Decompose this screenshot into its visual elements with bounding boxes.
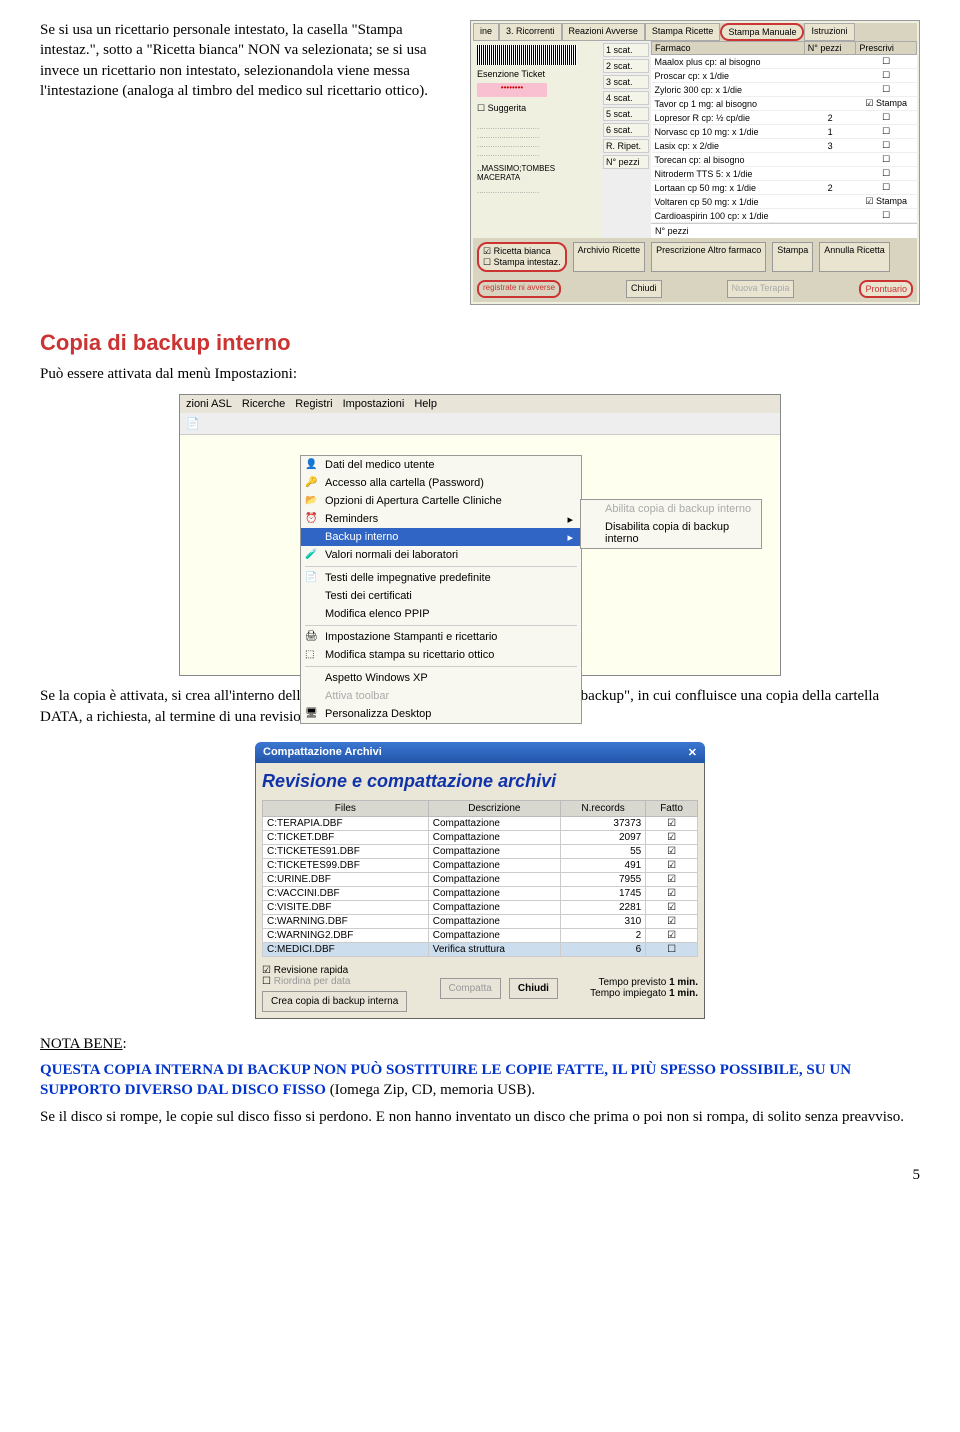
dialog-title: Compattazione Archivi (263, 746, 382, 759)
note-warning: QUESTA COPIA INTERNA DI BACKUP NON PUÒ S… (40, 1060, 920, 1101)
tab-stampa-manuale[interactable]: Stampa Manuale (720, 23, 804, 41)
esenzione-label: Esenzione Ticket (477, 69, 597, 79)
tab-reazioni-avverse[interactable]: Reazioni Avverse (562, 23, 645, 41)
scat-button[interactable]: N° pezzi (603, 155, 649, 169)
doctor-footer: ..MASSIMO;TOMBES MACERATA (477, 164, 597, 182)
archivio-ricette-button[interactable]: Archivio Ricette (573, 242, 646, 272)
section-intro: Può essere attivata dal menù Impostazion… (40, 364, 920, 384)
close-icon[interactable]: ✕ (688, 746, 697, 759)
archive-row: C:WARNING2.DBFCompattazione2☑ (263, 928, 698, 942)
page-number: 5 (40, 1167, 920, 1184)
menu-item[interactable]: Backup interno▸ (301, 528, 581, 546)
chiudi-button[interactable]: Chiudi (626, 280, 662, 298)
dialog-heading: Revisione e compattazione archivi (262, 771, 698, 792)
archive-row: C:VACCINI.DBFCompattazione1745☑ (263, 886, 698, 900)
menu-item[interactable]: ⏰Reminders▸ (301, 510, 581, 528)
annulla-ricetta-button[interactable]: Annulla Ricetta (819, 242, 890, 272)
compatta-button[interactable]: Compatta (440, 978, 501, 999)
drug-row[interactable]: Nitroderm TTS 5: x 1/die☐ (652, 167, 917, 181)
menu-item[interactable]: Testi dei certificati (301, 587, 581, 605)
menu-item[interactable]: ⬚Modifica stampa su ricettario ottico (301, 646, 581, 664)
menubar-item[interactable]: Ricerche (242, 398, 285, 410)
scat-button[interactable]: 5 scat. (603, 107, 649, 121)
menu-item[interactable]: Modifica elenco PPIP (301, 605, 581, 623)
tab-istruzioni[interactable]: Istruzioni (804, 23, 854, 41)
drug-row[interactable]: Maalox plus cp: al bisogno☐ (652, 55, 917, 69)
drug-row[interactable]: Zyloric 300 cp: x 1/die☐ (652, 83, 917, 97)
stampa-button[interactable]: Stampa (772, 242, 813, 272)
revisione-checkbox[interactable]: ☑ (262, 965, 274, 976)
scat-button[interactable]: 2 scat. (603, 59, 649, 73)
scat-button[interactable]: R. Ripet. (603, 139, 649, 153)
pink-box: •••••••• (477, 83, 547, 97)
nuova-terapia-button[interactable]: Nuova Terapia (727, 280, 795, 298)
archive-row: C:TERAPIA.DBFCompattazione37373☑ (263, 816, 698, 830)
submenu-item[interactable]: Abilita copia di backup interno (581, 500, 761, 518)
scat-button[interactable]: 6 scat. (603, 123, 649, 137)
drug-row[interactable]: Norvasc cp 10 mg: x 1/die1☐ (652, 125, 917, 139)
submenu-item[interactable]: Disabilita copia di backup interno (581, 518, 761, 548)
archive-row: C:TICKETES91.DBFCompattazione55☑ (263, 844, 698, 858)
menubar-item[interactable]: Impostazioni (343, 398, 405, 410)
scat-button[interactable]: 1 scat. (603, 43, 649, 57)
menu-item[interactable]: 🔑Accesso alla cartella (Password) (301, 474, 581, 492)
archive-row: C:MEDICI.DBFVerifica struttura6☐ (263, 942, 698, 956)
drug-table: FarmacoN° pezziPrescrivi Maalox plus cp:… (651, 41, 917, 223)
drug-row[interactable]: Cardioaspirin 100 cp: x 1/die☐ (652, 209, 917, 223)
menubar-item[interactable]: Help (414, 398, 437, 410)
menu-dropdown: 👤Dati del medico utente🔑Accesso alla car… (300, 455, 582, 724)
menu-item[interactable]: 📂Opzioni di Apertura Cartelle Cliniche (301, 492, 581, 510)
menu-item[interactable]: 🖥Personalizza Desktop (301, 705, 581, 723)
drug-row[interactable]: Tavor cp 1 mg: al bisogno☑ Stampa (652, 97, 917, 111)
menu-item[interactable]: 🧪Valori normali dei laboratori (301, 546, 581, 564)
archive-row: C:WARNING.DBFCompattazione310☑ (263, 914, 698, 928)
screenshot-prescription: ine3. RicorrentiReazioni AvverseStampa R… (470, 20, 920, 305)
menu-item[interactable]: 🖨Impostazione Stampanti e ricettario (301, 628, 581, 646)
drug-row[interactable]: Proscar cp: x 1/die☐ (652, 69, 917, 83)
drug-row[interactable]: Torecan cp: al bisogno☐ (652, 153, 917, 167)
intro-paragraph: Se si usa un ricettario personale intest… (40, 20, 460, 305)
tab-ine[interactable]: ine (473, 23, 499, 41)
drug-row[interactable]: Lasix cp: x 2/die3☐ (652, 139, 917, 153)
drug-row[interactable]: Lortaan cp 50 mg: x 1/die2☐ (652, 181, 917, 195)
submenu: Abilita copia di backup internoDisabilit… (580, 499, 762, 549)
menu-item[interactable]: 👤Dati del medico utente (301, 456, 581, 474)
prescrizione-altro-farmaco-button[interactable]: Prescrizione Altro farmaco (651, 242, 766, 272)
riordina-checkbox[interactable]: ☐ (262, 976, 274, 987)
chiudi-dialog-button[interactable]: Chiudi (509, 978, 558, 999)
note-2: Se il disco si rompe, le copie sul disco… (40, 1107, 920, 1127)
menu-item[interactable]: 📄Testi delle impegnative predefinite (301, 569, 581, 587)
menu-item[interactable]: Aspetto Windows XP (301, 669, 581, 687)
archive-row: C:URINE.DBFCompattazione7955☑ (263, 872, 698, 886)
nota-bene: NOTA BENE: (40, 1034, 920, 1054)
tab-3-ricorrenti[interactable]: 3. Ricorrenti (499, 23, 562, 41)
prontuario-button[interactable]: Prontuario (859, 280, 913, 298)
ricetta-bianca-check[interactable]: ☑ Ricetta bianca☐ Stampa intestaz. (477, 242, 567, 272)
scat-button[interactable]: 3 scat. (603, 75, 649, 89)
archive-row: C:TICKET.DBFCompattazione2097☑ (263, 830, 698, 844)
menubar-item[interactable]: Registri (295, 398, 332, 410)
drug-row[interactable]: Voltaren cp 50 mg: x 1/die☑ Stampa (652, 195, 917, 209)
scat-button[interactable]: 4 scat. (603, 91, 649, 105)
drug-row[interactable]: Lopresor R cp: ½ cp/die2☐ (652, 111, 917, 125)
crea-backup-button[interactable]: Crea copia di backup interna (262, 991, 407, 1012)
registrate-label: registrate ni avverse (477, 280, 561, 298)
screenshot-menu: zioni ASL Ricerche Registri Impostazioni Hel… (179, 394, 781, 676)
menu-item[interactable]: Attiva toolbar (301, 687, 581, 705)
archive-row: C:TICKETES99.DBFCompattazione491☑ (263, 858, 698, 872)
barcode (477, 45, 577, 65)
suggerita-checkbox[interactable]: ☐ (477, 103, 488, 113)
tab-stampa-ricette[interactable]: Stampa Ricette (645, 23, 721, 41)
archive-table: FilesDescrizioneN.recordsFatto C:TERAPIA… (262, 800, 698, 957)
screenshot-dialog: Compattazione Archivi ✕ Revisione e comp… (255, 742, 705, 1019)
menubar-item[interactable]: zioni ASL (186, 398, 232, 410)
archive-row: C:VISITE.DBFCompattazione2281☑ (263, 900, 698, 914)
section-title: Copia di backup interno (40, 330, 920, 356)
